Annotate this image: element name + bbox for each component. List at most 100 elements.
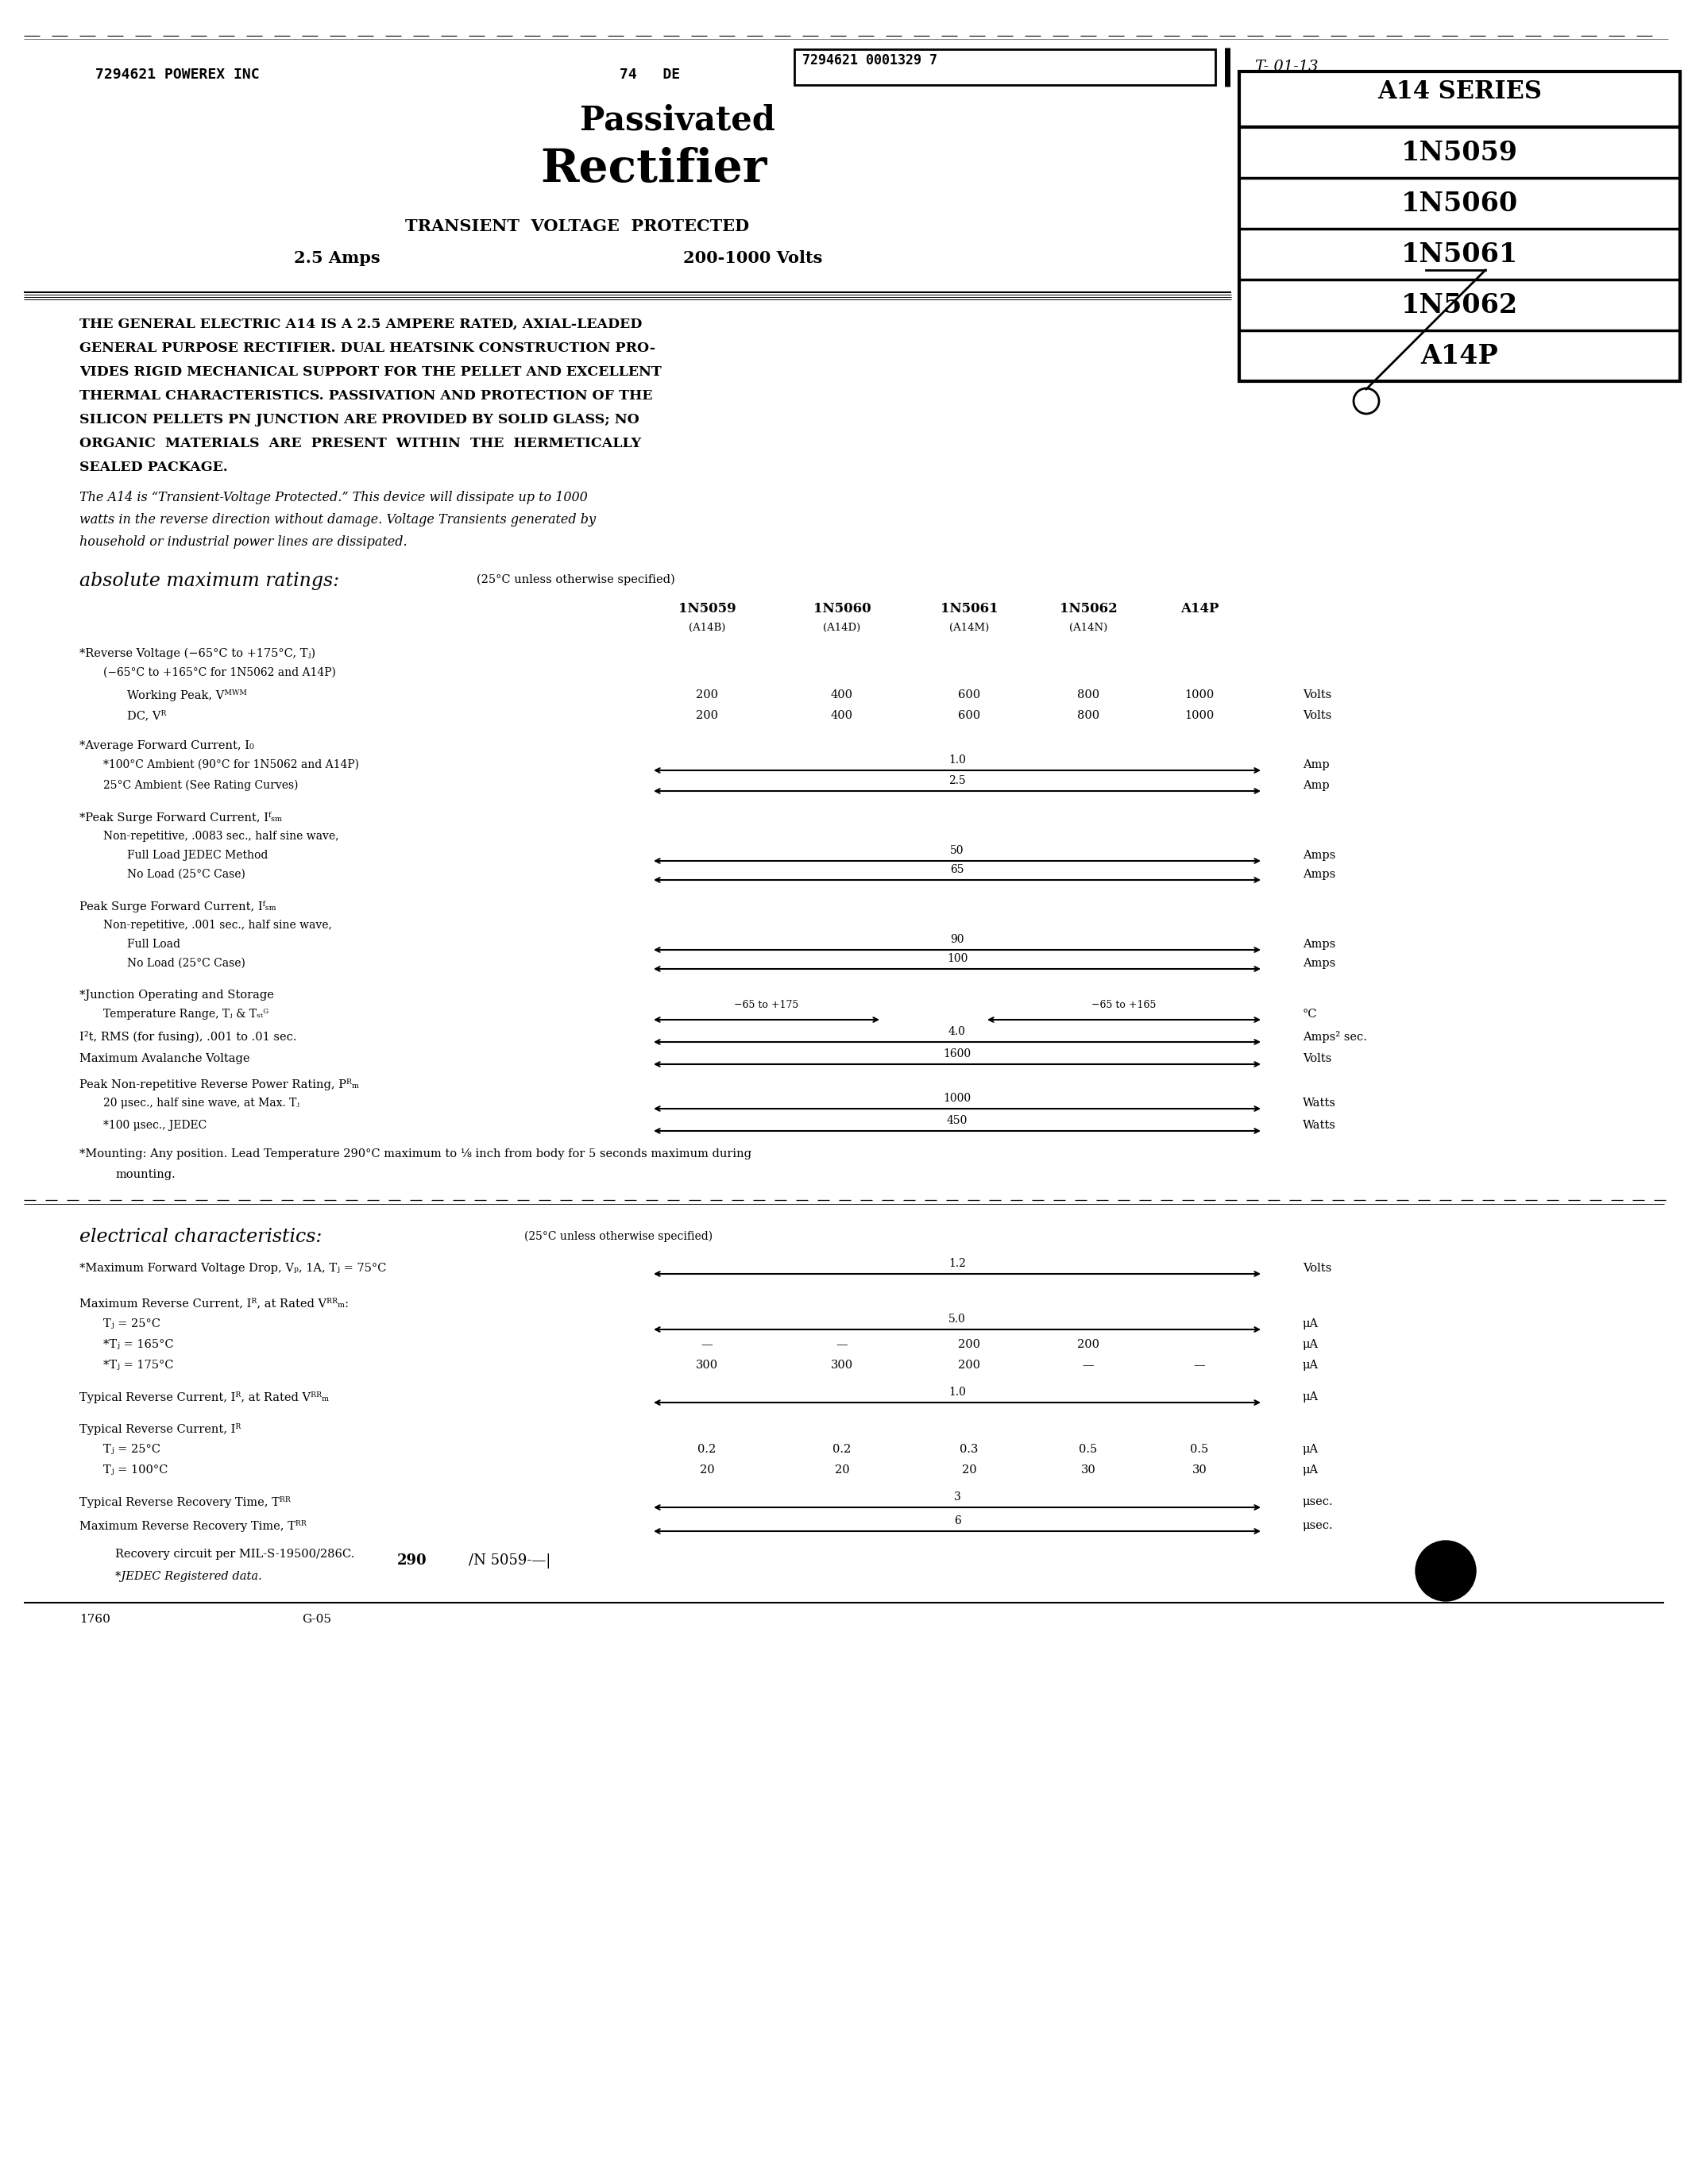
Text: /N 5059-—⁠|: /N 5059-—⁠|	[469, 1553, 550, 1568]
Text: Peak Surge Forward Current, Iᶠₛₘ: Peak Surge Forward Current, Iᶠₛₘ	[79, 900, 277, 913]
Text: 1.2: 1.2	[949, 1258, 966, 1269]
Text: G-05: G-05	[302, 1614, 331, 1625]
Text: *Peak Surge Forward Current, Iᶠₛₘ: *Peak Surge Forward Current, Iᶠₛₘ	[79, 812, 282, 823]
Text: A14P: A14P	[1180, 603, 1219, 616]
Text: 25°C Ambient (See Rating Curves): 25°C Ambient (See Rating Curves)	[103, 780, 299, 791]
Text: 7294621 0001329 7: 7294621 0001329 7	[802, 52, 937, 68]
Text: Maximum Reverse Current, Iᴿ, at Rated Vᴿᴿₘ:: Maximum Reverse Current, Iᴿ, at Rated Vᴿ…	[79, 1297, 349, 1308]
Text: 0.5: 0.5	[1190, 1444, 1209, 1455]
Text: μA: μA	[1303, 1465, 1318, 1476]
Text: (A14N): (A14N)	[1069, 622, 1107, 633]
Text: 200: 200	[959, 1339, 981, 1350]
Text: Amps² sec.: Amps² sec.	[1303, 1031, 1367, 1042]
Text: ORGANIC  MATERIALS  ARE  PRESENT  WITHIN  THE  HERMETICALLY: ORGANIC MATERIALS ARE PRESENT WITHIN THE…	[79, 437, 641, 450]
Text: Recovery circuit per MIL-S-19500/286C.: Recovery circuit per MIL-S-19500/286C.	[115, 1548, 354, 1559]
Text: °C: °C	[1303, 1009, 1317, 1020]
Text: Tⱼ = 25°C: Tⱼ = 25°C	[103, 1319, 160, 1330]
Text: Temperature Range, Tⱼ & Tₛₜᴳ: Temperature Range, Tⱼ & Tₛₜᴳ	[103, 1009, 268, 1020]
Text: 200: 200	[695, 690, 717, 701]
Text: household or industrial power lines are dissipated.: household or industrial power lines are …	[79, 535, 407, 548]
Text: 600: 600	[959, 690, 981, 701]
Text: (−65°C to +165°C for 1N5062 and A14P): (−65°C to +165°C for 1N5062 and A14P)	[103, 666, 336, 679]
Text: 5.0: 5.0	[949, 1313, 966, 1326]
Text: Working Peak, Vᴹᵂᴹ: Working Peak, Vᴹᵂᴹ	[127, 690, 246, 701]
Text: Volts: Volts	[1303, 1053, 1332, 1064]
Text: 1N5059: 1N5059	[679, 603, 736, 616]
Text: 200-1000 Volts: 200-1000 Volts	[684, 251, 822, 266]
Text: Peak Non-repetitive Reverse Power Rating, Pᴿₘ: Peak Non-repetitive Reverse Power Rating…	[79, 1079, 360, 1090]
Text: —: —	[1082, 1361, 1094, 1372]
Text: *Reverse Voltage (−65°C to +175°C, Tⱼ): *Reverse Voltage (−65°C to +175°C, Tⱼ)	[79, 649, 316, 660]
Text: 1000: 1000	[1185, 690, 1214, 701]
Text: Watts: Watts	[1303, 1120, 1335, 1131]
Text: μA: μA	[1303, 1444, 1318, 1455]
Text: 20: 20	[962, 1465, 976, 1476]
Text: 1N5061: 1N5061	[940, 603, 998, 616]
Text: 1600: 1600	[944, 1048, 971, 1059]
Text: 30: 30	[1192, 1465, 1207, 1476]
Text: Amp: Amp	[1303, 780, 1330, 791]
Text: μA: μA	[1303, 1339, 1318, 1350]
Text: *Mounting: Any position. Lead Temperature 290°C maximum to ⅛ inch from body for : *Mounting: Any position. Lead Temperatur…	[79, 1149, 751, 1160]
Text: watts in the reverse direction without damage. Voltage Transients generated by: watts in the reverse direction without d…	[79, 513, 596, 526]
Text: GENERAL PURPOSE RECTIFIER. DUAL HEATSINK CONSTRUCTION PRO-: GENERAL PURPOSE RECTIFIER. DUAL HEATSINK…	[79, 341, 655, 356]
Text: VIDES RIGID MECHANICAL SUPPORT FOR THE PELLET AND EXCELLENT: VIDES RIGID MECHANICAL SUPPORT FOR THE P…	[79, 365, 662, 378]
Text: 0.5: 0.5	[1079, 1444, 1097, 1455]
Text: 1.0: 1.0	[949, 1387, 966, 1398]
Text: Full Load JEDEC Method: Full Load JEDEC Method	[127, 850, 268, 860]
Text: Typical Reverse Recovery Time, Tᴿᴿ: Typical Reverse Recovery Time, Tᴿᴿ	[79, 1496, 290, 1509]
Text: Amps: Amps	[1303, 959, 1335, 970]
Text: 20: 20	[834, 1465, 849, 1476]
Text: Watts: Watts	[1303, 1099, 1335, 1109]
Text: Volts: Volts	[1303, 710, 1332, 721]
Text: 800: 800	[1077, 710, 1099, 721]
Text: A14 SERIES: A14 SERIES	[1377, 79, 1541, 105]
Text: Typical Reverse Current, Iᴿ, at Rated Vᴿᴿₘ: Typical Reverse Current, Iᴿ, at Rated Vᴿ…	[79, 1391, 329, 1404]
Text: 2.5 Amps: 2.5 Amps	[294, 251, 380, 266]
Text: 3: 3	[954, 1492, 960, 1503]
Text: μA: μA	[1303, 1319, 1318, 1330]
Text: Non-repetitive, .0083 sec., half sine wave,: Non-repetitive, .0083 sec., half sine wa…	[103, 830, 339, 841]
Text: 200: 200	[1077, 1339, 1099, 1350]
Text: Passivated: Passivated	[581, 103, 775, 138]
Text: I²t, RMS (for fusing), .001 to .01 sec.: I²t, RMS (for fusing), .001 to .01 sec.	[79, 1031, 297, 1042]
Text: 600: 600	[959, 710, 981, 721]
Circle shape	[1416, 1540, 1475, 1601]
Text: Volts: Volts	[1303, 690, 1332, 701]
Text: 4.0: 4.0	[949, 1026, 966, 1037]
Text: 290: 290	[397, 1553, 427, 1568]
Text: 1N5060: 1N5060	[814, 603, 871, 616]
Text: Amps: Amps	[1303, 850, 1335, 860]
Text: 30: 30	[1080, 1465, 1096, 1476]
Text: TRANSIENT  VOLTAGE  PROTECTED: TRANSIENT VOLTAGE PROTECTED	[405, 218, 749, 234]
Text: SILICON PELLETS PN JUNCTION ARE PROVIDED BY SOLID GLASS; NO: SILICON PELLETS PN JUNCTION ARE PROVIDED…	[79, 413, 640, 426]
Text: No Load (25°C Case): No Load (25°C Case)	[127, 959, 245, 970]
Text: —: —	[836, 1339, 847, 1350]
Text: 200: 200	[959, 1361, 981, 1372]
Text: μA: μA	[1303, 1361, 1318, 1372]
Text: THE GENERAL ELECTRIC A14 IS A 2.5 AMPERE RATED, AXIAL-LEADED: THE GENERAL ELECTRIC A14 IS A 2.5 AMPERE…	[79, 317, 641, 332]
Text: THERMAL CHARACTERISTICS. PASSIVATION AND PROTECTION OF THE: THERMAL CHARACTERISTICS. PASSIVATION AND…	[79, 389, 653, 402]
Text: 450: 450	[947, 1116, 967, 1127]
Text: Volts: Volts	[1303, 1262, 1332, 1273]
Text: *Junction Operating and Storage: *Junction Operating and Storage	[79, 989, 273, 1000]
Text: 1N5062: 1N5062	[1060, 603, 1117, 616]
Text: (A14M): (A14M)	[949, 622, 989, 633]
Text: SEALED PACKAGE.: SEALED PACKAGE.	[79, 461, 228, 474]
Text: 20 μsec., half sine wave, at Max. Tⱼ: 20 μsec., half sine wave, at Max. Tⱼ	[103, 1099, 299, 1109]
Text: Tⱼ = 25°C: Tⱼ = 25°C	[103, 1444, 160, 1455]
Text: 400: 400	[830, 690, 852, 701]
Text: *100°C Ambient (90°C for 1N5062 and A14P): *100°C Ambient (90°C for 1N5062 and A14P…	[103, 760, 360, 771]
Text: Amps: Amps	[1303, 939, 1335, 950]
Text: 1000: 1000	[1185, 710, 1214, 721]
Text: *100 μsec., JEDEC: *100 μsec., JEDEC	[103, 1120, 206, 1131]
Text: 7294621 POWEREX INC: 7294621 POWEREX INC	[95, 68, 260, 81]
Text: 1N5060: 1N5060	[1401, 190, 1518, 216]
Text: 200: 200	[695, 710, 717, 721]
Text: 100: 100	[947, 952, 967, 963]
Text: 1760: 1760	[79, 1614, 110, 1625]
Text: (25°C unless otherwise specified): (25°C unless otherwise specified)	[476, 574, 675, 585]
Text: 90: 90	[950, 935, 964, 946]
Text: The A14 is “Transient-Voltage Protected.” This device will dissipate up to 1000: The A14 is “Transient-Voltage Protected.…	[79, 491, 587, 505]
Text: Full Load: Full Load	[127, 939, 181, 950]
